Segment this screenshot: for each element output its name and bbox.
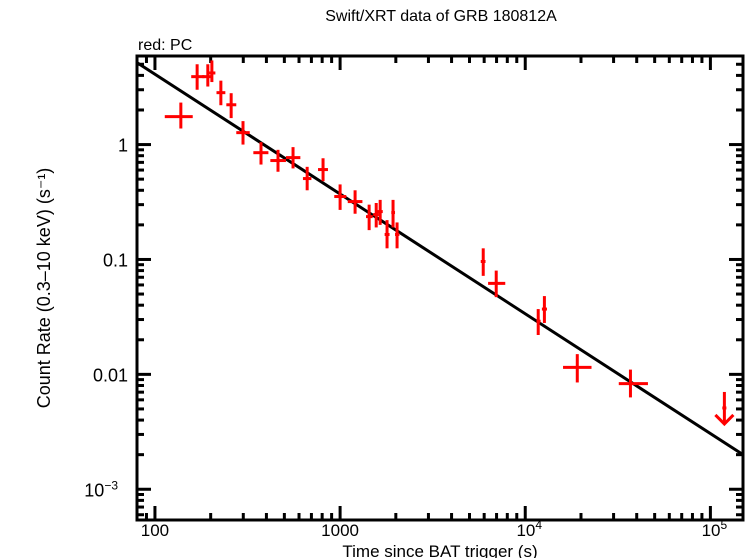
data-point [365, 204, 373, 231]
y-tick-label: 10−3 [84, 478, 118, 500]
data-point [384, 220, 390, 249]
chart-title: Swift/XRT data of GRB 180812A [325, 8, 557, 25]
data-point [373, 203, 379, 228]
down-arrow-icon [714, 413, 735, 427]
y-tick-label: 0.01 [93, 365, 128, 385]
y-tick-label: 0.1 [103, 250, 128, 270]
x-tick-label: 100 [141, 521, 169, 540]
data-point [253, 142, 269, 165]
model-fit-line [136, 61, 744, 456]
upper-limit-point [714, 391, 735, 427]
data-point [377, 199, 383, 225]
data-point [285, 147, 301, 169]
data-point [618, 369, 648, 398]
data-point [318, 158, 328, 182]
y-axis-label: Count Rate (0.3–10 keV) (s⁻¹) [34, 168, 54, 409]
data-point [226, 93, 237, 119]
plot-frame [135, 54, 745, 522]
x-axis-label: Time since BAT trigger (s) [342, 542, 537, 558]
data-point [480, 248, 486, 276]
x-tick-label: 105 [702, 518, 728, 540]
data-point [209, 60, 216, 83]
data-point [391, 199, 396, 228]
data-point [334, 184, 347, 210]
chart-subtitle: red: PC [138, 37, 192, 54]
data-point [270, 149, 286, 172]
data-point [536, 309, 541, 336]
data-point [216, 80, 226, 106]
data-point [541, 296, 547, 323]
data-point [395, 222, 400, 249]
data-point [563, 354, 592, 383]
data-point [164, 102, 193, 129]
x-tick-label: 1000 [321, 521, 359, 540]
data-point [488, 270, 506, 298]
data-point [302, 166, 312, 191]
data-point [236, 121, 250, 145]
y-tick-label: 1 [118, 136, 128, 156]
x-tick-label: 104 [516, 518, 542, 540]
data-point [347, 190, 363, 214]
